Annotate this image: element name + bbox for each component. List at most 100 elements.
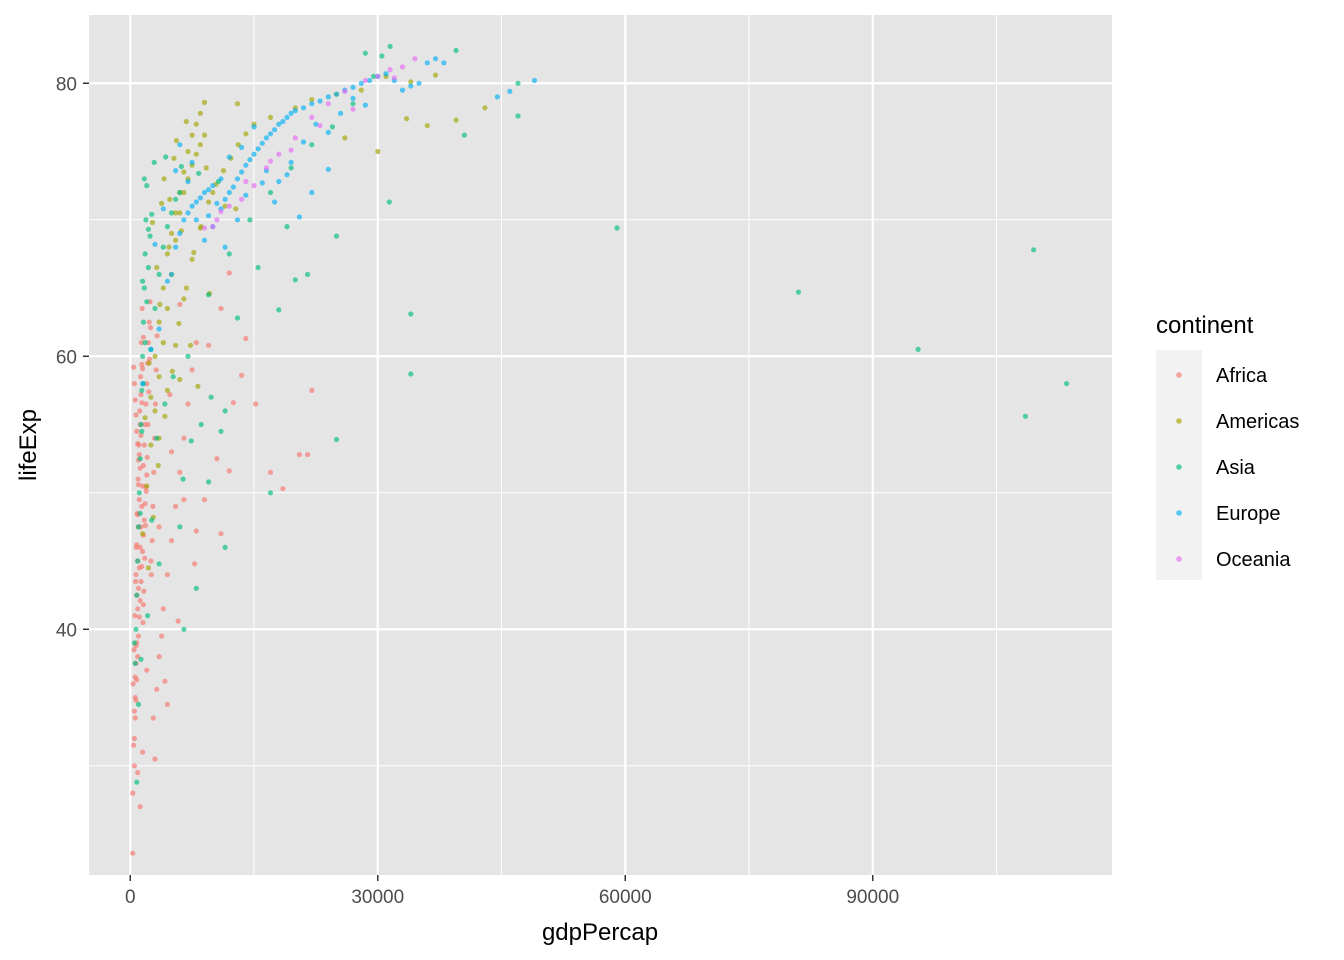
- data-point-americas: [160, 340, 166, 346]
- data-point-africa: [181, 497, 187, 503]
- data-point-africa: [147, 356, 153, 362]
- data-point-asia: [387, 43, 393, 50]
- data-point-asia: [408, 311, 414, 317]
- data-point-americas: [154, 264, 160, 271]
- data-point-americas: [183, 118, 189, 125]
- data-point-americas: [152, 353, 158, 359]
- legend-label-europe: Europe: [1216, 503, 1281, 525]
- data-point-americas: [164, 305, 170, 312]
- data-point-asia: [156, 271, 162, 277]
- data-point-americas: [146, 360, 152, 366]
- data-point-americas: [181, 189, 187, 196]
- data-point-asia: [1031, 247, 1037, 253]
- data-point-europe: [164, 278, 170, 284]
- data-point-africa: [156, 524, 162, 530]
- data-point-europe: [300, 105, 307, 111]
- data-point-asia: [168, 210, 175, 216]
- data-point-asia: [160, 244, 166, 250]
- data-point-africa: [130, 681, 136, 687]
- data-point-africa: [168, 449, 175, 455]
- data-point-americas: [142, 415, 148, 421]
- data-point-oceania: [267, 158, 274, 164]
- data-point-europe: [189, 159, 195, 165]
- data-point-asia: [222, 544, 228, 551]
- data-point-americas: [144, 483, 150, 489]
- data-point-europe: [214, 200, 220, 206]
- data-point-asia: [362, 50, 368, 56]
- data-point-europe: [309, 101, 315, 107]
- data-point-europe: [206, 213, 212, 219]
- data-point-africa: [226, 468, 232, 474]
- data-point-americas: [173, 342, 179, 348]
- data-point-asia: [329, 124, 335, 130]
- data-point-europe: [197, 195, 203, 201]
- data-point-europe: [259, 140, 265, 146]
- data-point-europe: [531, 77, 538, 84]
- data-point-americas: [159, 200, 165, 206]
- data-point-europe: [185, 210, 191, 216]
- data-point-americas: [432, 72, 439, 78]
- data-point-africa: [140, 334, 146, 340]
- data-point-asia: [350, 101, 356, 107]
- data-point-asia: [181, 626, 187, 632]
- data-point-asia: [138, 421, 144, 428]
- data-point-europe: [259, 180, 265, 186]
- data-point-europe: [230, 184, 236, 190]
- data-point-asia: [149, 211, 155, 217]
- data-point-africa: [154, 686, 160, 692]
- data-point-africa: [132, 613, 138, 619]
- legend-key-europe: [1176, 510, 1182, 516]
- data-point-americas: [201, 132, 208, 138]
- data-point-oceania: [239, 196, 245, 202]
- data-point-africa: [192, 561, 198, 567]
- data-point-africa: [140, 548, 146, 555]
- data-point-europe: [234, 176, 241, 182]
- data-point-europe: [383, 71, 389, 77]
- data-point-oceania: [399, 64, 406, 70]
- data-point-europe: [276, 121, 282, 127]
- data-point-oceania: [226, 203, 232, 209]
- data-point-africa: [305, 452, 311, 458]
- data-point-europe: [399, 87, 406, 93]
- data-point-oceania: [243, 178, 249, 185]
- data-point-europe: [350, 95, 356, 101]
- data-point-africa: [177, 469, 183, 475]
- data-point-africa: [147, 325, 154, 331]
- data-point-oceania: [263, 165, 269, 171]
- data-point-americas: [220, 168, 227, 174]
- data-point-americas: [185, 148, 191, 155]
- data-point-americas: [206, 199, 212, 205]
- data-point-oceania: [218, 209, 224, 215]
- data-point-africa: [132, 694, 138, 701]
- data-point-europe: [173, 244, 179, 250]
- data-point-americas: [177, 210, 183, 216]
- data-point-africa: [131, 742, 137, 748]
- data-point-asia: [614, 225, 620, 231]
- data-point-africa: [133, 578, 139, 585]
- data-point-europe: [313, 121, 319, 127]
- data-point-americas: [187, 342, 194, 348]
- data-point-africa: [135, 606, 141, 612]
- data-point-europe: [210, 183, 216, 189]
- data-point-asia: [135, 701, 142, 708]
- data-point-europe: [168, 271, 175, 277]
- data-point-europe: [441, 60, 447, 66]
- data-point-asia: [206, 479, 212, 485]
- data-point-africa: [189, 367, 195, 373]
- data-point-europe: [185, 178, 191, 185]
- data-point-africa: [136, 565, 142, 571]
- data-point-europe: [152, 241, 158, 247]
- data-point-africa: [144, 472, 150, 478]
- data-point-oceania: [288, 147, 294, 153]
- data-point-asia: [173, 196, 179, 202]
- data-point-europe: [272, 199, 278, 205]
- data-point-africa: [173, 503, 179, 509]
- data-point-africa: [131, 708, 137, 714]
- data-point-europe: [140, 381, 146, 387]
- data-point-africa: [177, 301, 183, 307]
- data-point-europe: [317, 98, 323, 104]
- data-point-americas: [177, 376, 183, 383]
- data-point-europe: [239, 169, 245, 175]
- data-point-asia: [453, 47, 459, 54]
